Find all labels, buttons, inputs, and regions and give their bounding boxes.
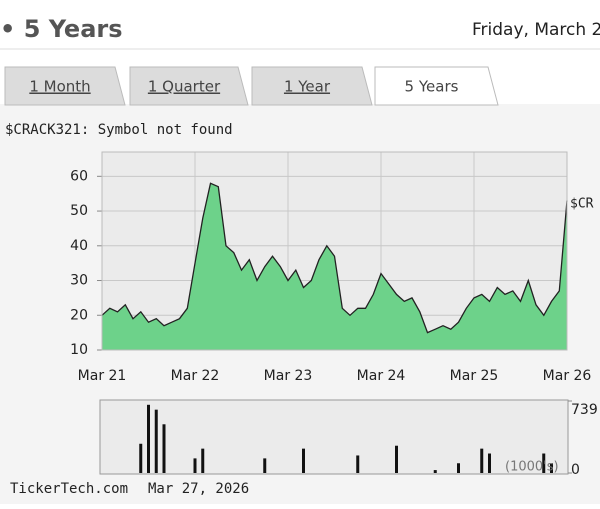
tab[interactable]: 1 Month <box>4 66 126 106</box>
volume-bar <box>139 443 143 473</box>
volume-area <box>99 399 569 475</box>
y-tick-label: 40 <box>70 238 88 254</box>
x-tick-label: Mar 21 <box>78 368 127 384</box>
volume-bar <box>263 458 267 473</box>
volume-bar <box>395 445 398 473</box>
tab-shape[interactable] <box>251 66 373 106</box>
footer-date: Mar 27, 2026 <box>148 481 249 497</box>
tab[interactable]: 1 Quarter <box>129 66 249 106</box>
y-tick-label: 0 <box>571 462 580 478</box>
series-label: $CR <box>570 197 594 212</box>
tab-label[interactable]: 1 Month <box>29 78 90 96</box>
x-tick-label: Mar 23 <box>264 368 313 384</box>
x-tick-label: Mar 26 <box>543 368 592 384</box>
plot-frame <box>101 151 568 351</box>
volume: 0 739 <box>139 400 598 478</box>
volume-bar <box>162 424 166 473</box>
volume-bar <box>457 463 460 473</box>
y-tick-label: 50 <box>70 203 88 219</box>
price-line <box>101 182 568 334</box>
y-tick-label: 10 <box>70 342 88 358</box>
volume-bar <box>488 453 491 473</box>
y-tick-label: 20 <box>70 307 88 323</box>
volume-bar <box>193 458 197 473</box>
tab[interactable]: 1 Year <box>251 66 373 106</box>
x-tick-label: Mar 22 <box>171 368 220 384</box>
y-tick-label: 739 <box>571 402 598 418</box>
volume-bar <box>542 453 546 473</box>
tab-shape[interactable] <box>374 66 499 106</box>
y-tick-label: 60 <box>70 168 88 184</box>
volume-bar <box>480 448 484 473</box>
volume-bar <box>154 409 158 473</box>
volume-bar <box>550 463 553 473</box>
x-tick-label: Mar 24 <box>357 368 406 384</box>
tab[interactable]: 5 Years <box>374 66 499 106</box>
y-tick-label: 30 <box>70 273 88 289</box>
x-tick-label: Mar 25 <box>450 368 499 384</box>
volume-bar <box>356 455 360 473</box>
tabs: 1 Month 1 Quarter 1 Year 5 Years <box>4 66 499 106</box>
tab-shape[interactable] <box>129 66 249 106</box>
volume-bar <box>433 470 437 473</box>
volume-bar <box>147 404 150 473</box>
volume-bar <box>302 448 305 473</box>
tab-label[interactable]: 5 Years <box>405 78 459 96</box>
volume-unit: (1000's) <box>505 460 559 475</box>
subtitle: $CRACK321: Symbol not found <box>5 122 233 138</box>
page-title: • 5 Years <box>0 15 123 43</box>
tab-shape[interactable] <box>4 66 126 106</box>
date: Friday, March 2 <box>472 20 600 40</box>
tab-label[interactable]: 1 Year <box>284 78 331 96</box>
tab-label[interactable]: 1 Quarter <box>148 78 221 96</box>
footer-source: TickerTech.com <box>10 481 128 497</box>
volume-bar <box>201 448 205 473</box>
plot: 10 20 30 40 50 60 Mar 21 Mar 22 Mar 23 Mar 24 Mar … <box>70 151 594 384</box>
area <box>102 183 567 350</box>
